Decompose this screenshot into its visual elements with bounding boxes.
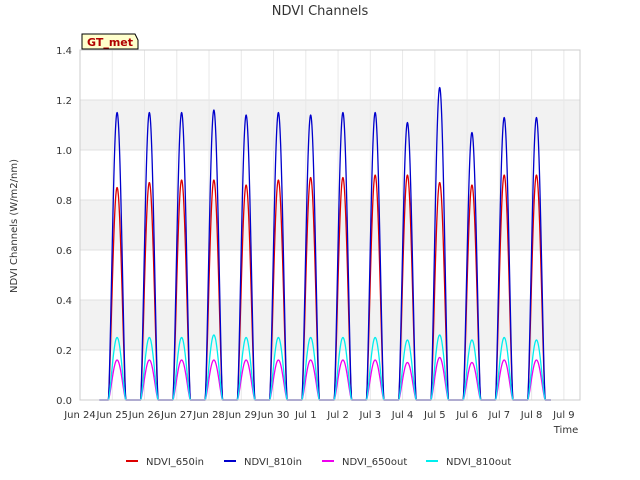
plot-frame [79, 49, 581, 401]
x-axis-label: Time [553, 425, 578, 436]
legend: NDVI_650in NDVI_810in NDVI_650out NDVI_810o… [126, 457, 511, 468]
y-axis-label: NDVI Channels (W/m2/nm) [9, 159, 20, 293]
x-tick-label: Jun 29 [225, 410, 258, 421]
x-tick-label: Jun 25 [95, 410, 128, 421]
y-tick-label: 0.6 [56, 246, 72, 257]
chart-title: NDVI Channels [272, 4, 369, 19]
y-tick-label: 0.4 [56, 296, 72, 307]
x-tick-label: Jul 7 [488, 410, 511, 421]
x-tick-label: Jul 2 [326, 410, 349, 421]
x-tick-label: Jul 5 [423, 410, 446, 421]
x-tick-label: Jul 9 [552, 410, 575, 421]
y-tick-label: 1.0 [56, 146, 72, 157]
legend-label: NDVI_650out [342, 457, 407, 468]
x-tick-label: Jun 26 [128, 410, 161, 421]
y-tick-label: 1.2 [56, 96, 72, 107]
x-tick-label: Jun 28 [192, 410, 225, 421]
x-tick-label: Jul 4 [391, 410, 414, 421]
legend-label: NDVI_810in [244, 457, 302, 468]
badge-label: GT_met [87, 36, 133, 49]
x-tick-label: Jun 30 [257, 410, 290, 421]
x-tick-label: Jul 3 [359, 410, 382, 421]
x-tick-label: Jun 27 [160, 410, 193, 421]
x-tick-label: Jun 24 [63, 410, 96, 421]
y-tick-label: 0.0 [56, 396, 72, 407]
gt-met-badge: GT_met [81, 33, 139, 50]
grid-band [80, 100, 580, 150]
legend-label: NDVI_650in [146, 457, 204, 468]
legend-label: NDVI_810out [446, 457, 511, 468]
x-tick-label: Jul 8 [520, 410, 543, 421]
y-tick-label: 0.2 [56, 346, 72, 357]
x-tick-label: Jul 1 [294, 410, 317, 421]
x-tick-label: Jul 6 [455, 410, 478, 421]
grid-band [80, 200, 580, 250]
y-tick-label: 0.8 [56, 196, 72, 207]
y-tick-label: 1.4 [56, 46, 72, 57]
series-line-ndvi-650out [99, 356, 552, 401]
